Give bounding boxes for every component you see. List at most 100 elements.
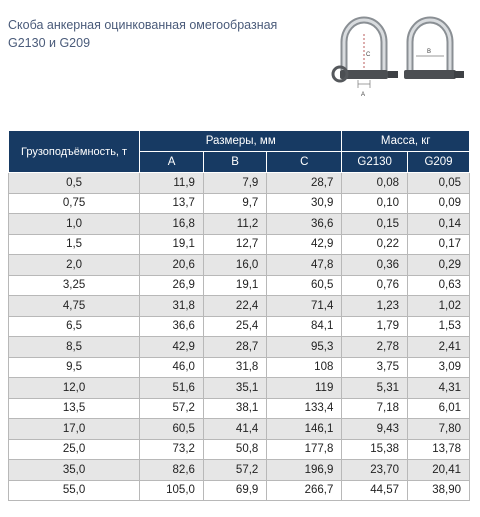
- table-cell: 57,2: [202, 459, 268, 481]
- table-cell: 1,23: [341, 295, 409, 317]
- table-row: 8,5 42,9 28,7 95,3 2,78 2,41: [7, 336, 470, 358]
- title-line-2: G2130 и G209: [8, 36, 91, 50]
- table-row: 1,0 16,8 11,2 36,6 0,15 0,14: [7, 213, 470, 235]
- header-dim-c: C: [266, 151, 343, 173]
- table-cell: 47,8: [266, 254, 343, 276]
- table-row: 2,0 20,6 16,0 47,8 0,36 0,29: [7, 254, 470, 276]
- shackle-diagram: C A B: [331, 16, 464, 98]
- table-cell: 7,80: [407, 418, 470, 440]
- table-cell: 28,7: [266, 172, 343, 194]
- table-cell: 19,1: [202, 274, 268, 296]
- table-cell: 82,6: [139, 459, 204, 481]
- table-cell: 2,78: [341, 336, 409, 358]
- table-cell: 0,17: [407, 233, 470, 255]
- table-cell: 0,29: [407, 254, 470, 276]
- table-cell: 11,2: [202, 213, 268, 235]
- table-body: 0,5 11,9 7,9 28,7 0,08 0,05 0,75 13,7 9,7 30,9 0,1…: [7, 172, 470, 501]
- table-cell: 7,18: [341, 397, 409, 419]
- table-cell: 36,6: [139, 315, 204, 337]
- table-row: 12,0 51,6 35,1 119 5,31 4,31: [7, 377, 470, 399]
- table-row: 13,5 57,2 38,1 133,4 7,18 6,01: [7, 397, 470, 419]
- table-cell: 1,5: [7, 233, 141, 255]
- table-cell: 266,7: [266, 479, 343, 501]
- title-line-1: Скоба анкерная оцинкованная омегообразна…: [8, 18, 278, 32]
- table-cell: 35,0: [7, 459, 141, 481]
- table-cell: 50,8: [202, 438, 268, 460]
- table-cell: 0,15: [341, 213, 409, 235]
- table-cell: 60,5: [266, 274, 343, 296]
- header-mass: Масса, кг: [341, 130, 470, 152]
- table-cell: 2,0: [7, 254, 141, 276]
- table-cell: 17,0: [7, 418, 141, 440]
- table-cell: 13,7: [139, 192, 204, 214]
- table-row: 55,0 105,0 69,9 266,7 44,57 38,90: [7, 479, 470, 501]
- table-cell: 119: [266, 377, 343, 399]
- table-row: 3,25 26,9 19,1 60,5 0,76 0,63: [7, 274, 470, 296]
- table-cell: 13,5: [7, 397, 141, 419]
- table-cell: 38,1: [202, 397, 268, 419]
- table-cell: 84,1: [266, 315, 343, 337]
- table-cell: 25,4: [202, 315, 268, 337]
- table-cell: 9,7: [202, 192, 268, 214]
- header-load-capacity: Грузоподъёмность, т: [7, 130, 141, 173]
- table-cell: 41,4: [202, 418, 268, 440]
- table-cell: 36,6: [266, 213, 343, 235]
- table-cell: 31,8: [202, 356, 268, 378]
- table-cell: 35,1: [202, 377, 268, 399]
- table-cell: 4,31: [407, 377, 470, 399]
- table-row: 0,5 11,9 7,9 28,7 0,08 0,05: [7, 172, 470, 194]
- table-cell: 51,6: [139, 377, 204, 399]
- table-cell: 44,57: [341, 479, 409, 501]
- label-b: B: [427, 49, 431, 55]
- table-cell: 0,14: [407, 213, 470, 235]
- table-row: 25,0 73,2 50,8 177,8 15,38 13,78: [7, 438, 470, 460]
- table-cell: 11,9: [139, 172, 204, 194]
- header-dimensions: Размеры, мм: [139, 130, 343, 152]
- table-row: 0,75 13,7 9,7 30,9 0,10 0,09: [7, 192, 470, 214]
- table-cell: 1,0: [7, 213, 141, 235]
- table-cell: 1,53: [407, 315, 470, 337]
- table-row: 4,75 31,8 22,4 71,4 1,23 1,02: [7, 295, 470, 317]
- table-cell: 105,0: [139, 479, 204, 501]
- table-cell: 15,38: [341, 438, 409, 460]
- table-cell: 26,9: [139, 274, 204, 296]
- table-cell: 146,1: [266, 418, 343, 440]
- table-cell: 0,75: [7, 192, 141, 214]
- table-cell: 4,75: [7, 295, 141, 317]
- table-cell: 1,79: [341, 315, 409, 337]
- table-row: 35,0 82,6 57,2 196,9 23,70 20,41: [7, 459, 470, 481]
- table-row: 17,0 60,5 41,4 146,1 9,43 7,80: [7, 418, 470, 440]
- table-cell: 13,78: [407, 438, 470, 460]
- table-cell: 60,5: [139, 418, 204, 440]
- table-cell: 133,4: [266, 397, 343, 419]
- table-row: 1,5 19,1 12,7 42,9 0,22 0,17: [7, 233, 470, 255]
- table-cell: 95,3: [266, 336, 343, 358]
- table-cell: 42,9: [139, 336, 204, 358]
- table-cell: 9,5: [7, 356, 141, 378]
- table-cell: 0,22: [341, 233, 409, 255]
- table-cell: 0,08: [341, 172, 409, 194]
- table-cell: 0,63: [407, 274, 470, 296]
- label-c: C: [366, 52, 371, 58]
- table-cell: 16,8: [139, 213, 204, 235]
- header-dim-b: B: [202, 151, 268, 173]
- table-cell: 28,7: [202, 336, 268, 358]
- shackle-spec-table: Грузоподъёмность, т Размеры, мм Масса, к…: [7, 130, 470, 501]
- table-cell: 46,0: [139, 356, 204, 378]
- table-cell: 3,09: [407, 356, 470, 378]
- table-cell: 6,01: [407, 397, 470, 419]
- table-cell: 42,9: [266, 233, 343, 255]
- table-cell: 30,9: [266, 192, 343, 214]
- header-dim-a: A: [139, 151, 204, 173]
- table-cell: 16,0: [202, 254, 268, 276]
- table-cell: 23,70: [341, 459, 409, 481]
- table-cell: 7,9: [202, 172, 268, 194]
- table-cell: 0,5: [7, 172, 141, 194]
- table-cell: 196,9: [266, 459, 343, 481]
- table-cell: 8,5: [7, 336, 141, 358]
- table-cell: 0,10: [341, 192, 409, 214]
- table-cell: 6,5: [7, 315, 141, 337]
- table-cell: 55,0: [7, 479, 141, 501]
- table-cell: 177,8: [266, 438, 343, 460]
- table-cell: 108: [266, 356, 343, 378]
